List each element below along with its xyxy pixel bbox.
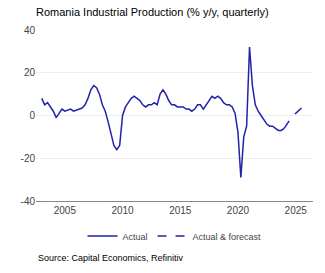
svg-text:2010: 2010 (111, 205, 134, 216)
svg-text:Source: Capital Economics, Ref: Source: Capital Economics, Refinitiv (38, 253, 184, 263)
svg-text:2020: 2020 (227, 205, 250, 216)
svg-text:20: 20 (24, 67, 36, 78)
svg-text:-20: -20 (21, 153, 36, 164)
svg-text:2015: 2015 (169, 205, 192, 216)
svg-text:0: 0 (29, 110, 35, 121)
svg-text:Actual: Actual (123, 232, 148, 242)
svg-text:Romania Industrial Production: Romania Industrial Production (% y/y, qu… (36, 6, 269, 18)
svg-text:2005: 2005 (54, 205, 77, 216)
svg-text:40: 40 (24, 25, 36, 36)
svg-text:2025: 2025 (285, 205, 308, 216)
svg-text:-40: -40 (21, 196, 36, 207)
svg-text:Actual & forecast: Actual & forecast (193, 232, 262, 242)
